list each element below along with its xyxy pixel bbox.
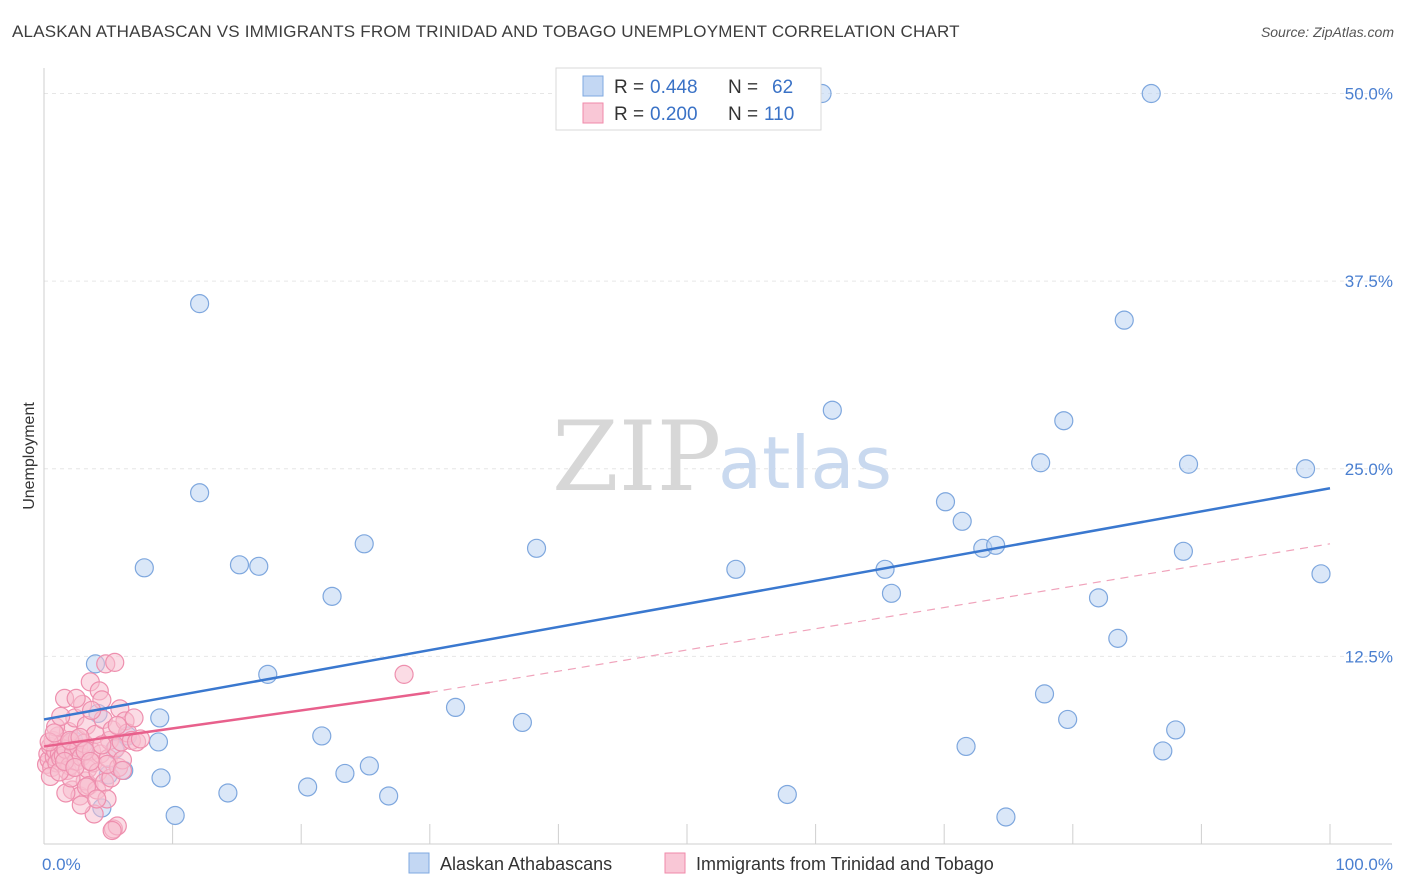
x-tick-label: 100.0%: [1335, 855, 1393, 874]
bottom-legend-swatch-pink: [664, 852, 686, 874]
data-point: [148, 732, 169, 752]
top-legend: R = 0.448 N = 62 R = 0.200 N = 110: [555, 67, 822, 131]
data-point: [312, 726, 332, 746]
legend-n-label-pink: N =: [728, 104, 758, 125]
data-point: [935, 492, 956, 512]
data-point: [1088, 588, 1109, 608]
data-point: [107, 715, 127, 736]
data-point: [44, 723, 64, 743]
data-point: [1031, 453, 1051, 473]
bottom-legend-label-blue: Alaskan Athabascans: [440, 854, 612, 874]
source-label: Source: ZipAtlas.com: [1260, 24, 1394, 40]
data-point: [112, 760, 133, 781]
data-point: [379, 786, 399, 806]
data-point: [881, 583, 902, 603]
data-point: [1054, 411, 1074, 431]
y-axis-label: Unemployment: [21, 402, 38, 510]
trend-line-blue: [43, 487, 1331, 721]
data-point: [354, 534, 374, 554]
x-tick-label: 0.0%: [42, 855, 81, 874]
trend-line-pink-extension: [429, 543, 1331, 693]
data-point: [359, 756, 379, 776]
data-point: [335, 763, 355, 784]
data-point: [322, 586, 342, 606]
y-tick-label: 50.0%: [1345, 85, 1393, 104]
data-point: [124, 708, 144, 728]
legend-n-value-pink: 110: [764, 104, 794, 125]
data-point: [190, 483, 210, 503]
data-point: [87, 789, 107, 809]
data-point: [66, 688, 86, 709]
data-point: [526, 538, 547, 558]
legend-n-label-blue: N =: [728, 77, 758, 98]
legend-swatch-blue: [582, 75, 604, 97]
data-point: [1108, 628, 1128, 648]
legend-r-label-pink: R =: [614, 104, 644, 125]
legend-swatch-pink: [582, 102, 604, 124]
data-point: [165, 805, 185, 826]
legend-r-value-blue: 0.448: [650, 77, 698, 98]
trend-line-pink: [43, 691, 430, 748]
data-point: [822, 400, 842, 420]
data-point: [1058, 709, 1078, 730]
legend-r-label-blue: R =: [614, 77, 644, 98]
data-point: [102, 820, 122, 841]
y-tick-label: 25.0%: [1345, 460, 1393, 479]
data-point: [1166, 720, 1186, 740]
data-point: [1295, 459, 1316, 479]
bottom-legend-label-pink: Immigrants from Trinidad and Tobago: [696, 854, 994, 874]
data-point: [1178, 454, 1199, 474]
data-point: [249, 556, 269, 576]
data-point: [956, 736, 976, 757]
axes: [43, 68, 1392, 845]
data-point: [190, 294, 210, 314]
x-tick-labels: 0.0% 100.0%: [42, 855, 1393, 874]
data-point: [445, 697, 466, 718]
data-point: [218, 783, 238, 803]
watermark-zip: ZIP: [552, 401, 721, 513]
data-point: [1114, 310, 1134, 330]
trend-lines: [43, 487, 1331, 748]
y-tick-label: 37.5%: [1345, 272, 1393, 291]
series-trinidad-tobago: [36, 652, 414, 841]
data-point: [726, 559, 746, 579]
data-point: [151, 768, 171, 788]
legend-n-value-blue: 62: [772, 77, 793, 98]
bottom-legend: Alaskan Athabascans Immigrants from Trin…: [408, 852, 994, 874]
data-point: [1311, 564, 1331, 584]
data-point: [1173, 541, 1193, 561]
data-point: [512, 712, 532, 733]
data-point: [105, 652, 125, 672]
data-point: [298, 777, 318, 797]
data-point: [229, 555, 250, 575]
data-point: [92, 735, 112, 755]
data-point: [952, 511, 972, 531]
data-point: [777, 784, 797, 805]
y-tick-labels: 12.5% 25.0% 37.5% 50.0%: [1345, 85, 1393, 667]
data-point: [134, 558, 154, 578]
data-point: [996, 807, 1016, 827]
data-point: [80, 751, 100, 772]
data-point: [1153, 741, 1173, 761]
y-tick-label: 12.5%: [1345, 647, 1393, 666]
data-point: [1141, 83, 1161, 104]
data-point: [394, 664, 414, 684]
data-point: [1034, 684, 1055, 704]
watermark: ZIP atlas: [552, 401, 892, 513]
bottom-legend-swatch-blue: [408, 852, 430, 874]
watermark-atlas: atlas: [718, 421, 892, 505]
data-point: [150, 708, 170, 728]
chart-title: ALASKAN ATHABASCAN VS IMMIGRANTS FROM TR…: [12, 22, 960, 41]
legend-r-value-pink: 0.200: [650, 104, 698, 125]
data-point: [986, 535, 1006, 555]
